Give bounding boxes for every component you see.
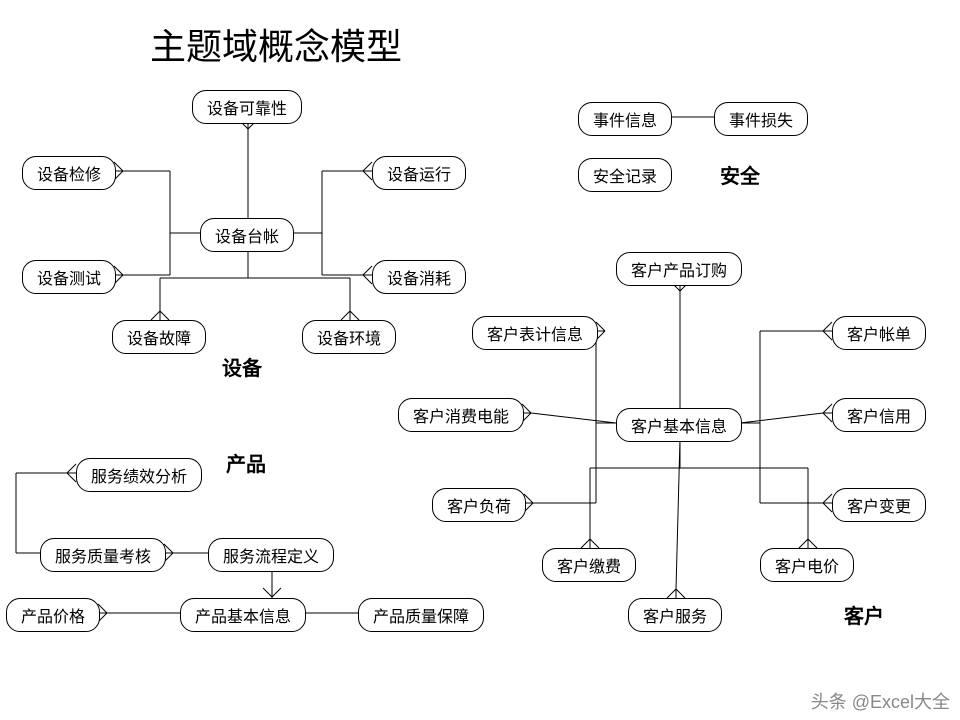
node-safety-record: 安全记录 (578, 158, 672, 192)
node-cust-price: 客户电价 (760, 548, 854, 582)
node-cust-energy: 客户消费电能 (398, 398, 524, 432)
node-cust-basic: 客户基本信息 (616, 408, 742, 442)
node-svc-flow: 服务流程定义 (208, 538, 334, 572)
node-svc-quality: 服务质量考核 (40, 538, 166, 572)
node-equip-operation: 设备运行 (372, 156, 466, 190)
node-event-loss: 事件损失 (714, 102, 808, 136)
page-title: 主题域概念模型 (150, 18, 402, 70)
node-cust-bill: 客户帐单 (832, 316, 926, 350)
node-cust-service: 客户服务 (628, 598, 722, 632)
node-equip-test: 设备测试 (22, 260, 116, 294)
node-cust-meter: 客户表计信息 (472, 316, 598, 350)
section-label-customer: 客户 (844, 600, 884, 629)
node-event-info: 事件信息 (578, 102, 672, 136)
node-prod-price: 产品价格 (6, 598, 100, 632)
node-cust-pay: 客户缴费 (542, 548, 636, 582)
node-equip-env: 设备环境 (302, 320, 396, 354)
node-equip-fault: 设备故障 (112, 320, 206, 354)
node-prod-basic: 产品基本信息 (180, 598, 306, 632)
node-cust-credit: 客户信用 (832, 398, 926, 432)
section-label-safety: 安全 (720, 160, 760, 189)
node-equip-ledger: 设备台帐 (200, 218, 294, 252)
watermark: 头条 @Excel大全 (811, 688, 950, 714)
node-equip-inspection: 设备检修 (22, 156, 116, 190)
node-equip-reliability: 设备可靠性 (192, 90, 302, 124)
node-cust-load: 客户负荷 (432, 488, 526, 522)
node-cust-change: 客户变更 (832, 488, 926, 522)
node-equip-consume: 设备消耗 (372, 260, 466, 294)
section-label-equip: 设备 (222, 352, 262, 381)
node-svc-perf: 服务绩效分析 (76, 458, 202, 492)
node-cust-order: 客户产品订购 (616, 252, 742, 286)
node-prod-quality: 产品质量保障 (358, 598, 484, 632)
section-label-product: 产品 (226, 448, 266, 477)
